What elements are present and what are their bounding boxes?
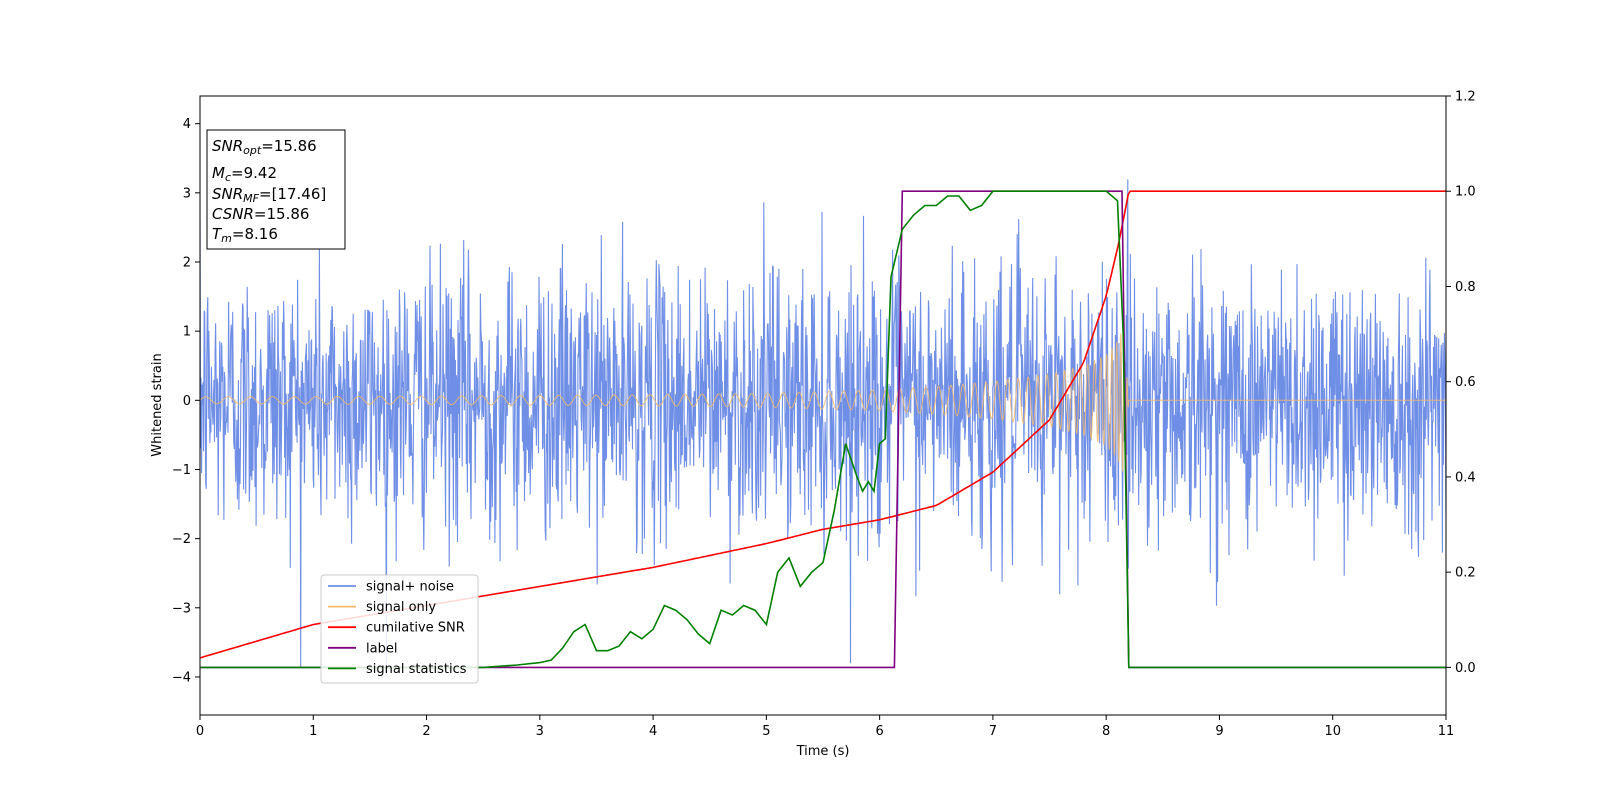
x-tick-label: 2 <box>422 724 430 739</box>
series-signal-noise-line <box>200 179 1446 678</box>
annotation-line: CSNR=15.86 <box>212 205 309 223</box>
series-signal-only-line <box>200 333 1446 472</box>
y2-tick-label: 0.0 <box>1455 661 1476 676</box>
y-tick-label: −3 <box>172 601 191 616</box>
legend-entry-label: label <box>366 641 397 656</box>
x-tick-label: 11 <box>1438 724 1455 739</box>
y-tick-label: 2 <box>183 255 191 270</box>
y-tick-label: −4 <box>172 670 191 685</box>
x-tick-label: 3 <box>536 724 544 739</box>
y-tick-label: 3 <box>183 186 191 201</box>
legend: signal+ noise signal only cumilative SNR la… <box>320 574 479 684</box>
x-tick-label: 9 <box>1215 724 1223 739</box>
x-tick-label: 1 <box>309 724 317 739</box>
x-axis-label: Time (s) <box>796 744 850 759</box>
y2-tick-label: 1.2 <box>1455 90 1476 105</box>
x-tick-label: 0 <box>196 724 204 739</box>
y-tick-label: 0 <box>183 394 191 409</box>
y2-tick-label: 0.8 <box>1455 280 1476 295</box>
x-tick-label: 5 <box>762 724 770 739</box>
x-tick-label: 4 <box>649 724 657 739</box>
axes-layer: 0 1 2 3 4 5 6 7 8 9 10 11 −4 −3 −2 −1 0 1 2 3 4 0.0 0.2 0.4 0.6 0… <box>172 90 1476 740</box>
y-tick-label: 4 <box>183 117 191 132</box>
plot-frame <box>199 95 1447 716</box>
y2-tick-label: 1.0 <box>1455 185 1476 200</box>
annotation-line: Mc=9.42 <box>212 164 277 184</box>
x-tick-label: 8 <box>1102 724 1110 739</box>
annotation-line: Tm=8.16 <box>212 225 278 245</box>
y-tick-label: −1 <box>172 463 191 478</box>
x-tick-label: 6 <box>875 724 883 739</box>
y-tick-label: 1 <box>183 325 191 340</box>
annotation-line: SNRMF=[17.46] <box>212 185 326 205</box>
legend-frame <box>320 574 479 684</box>
legend-entry-label: signal statistics <box>366 662 467 677</box>
legend-entry-label: cumilative SNR <box>366 621 465 636</box>
series-signal-statistics-line <box>200 190 1446 669</box>
y2-tick-label: 0.6 <box>1455 375 1476 390</box>
legend-entry-label: signal only <box>366 600 436 615</box>
y2-tick-label: 0.4 <box>1455 470 1476 485</box>
legend-entry-label: signal+ noise <box>366 580 454 595</box>
y2-tick-label: 0.2 <box>1455 566 1476 581</box>
y-tick-label: −2 <box>172 532 191 547</box>
x-tick-label: 10 <box>1324 724 1341 739</box>
x-tick-label: 7 <box>989 724 997 739</box>
annotation-line: SNRopt=15.86 <box>212 137 317 157</box>
annotation-box-frame <box>206 129 346 250</box>
y-axis-label: Whitened strain <box>150 353 165 456</box>
annotation-box: SNRopt=15.86 Mc=9.42SNRMF=[17.46]CSNR=15.… <box>206 129 346 250</box>
